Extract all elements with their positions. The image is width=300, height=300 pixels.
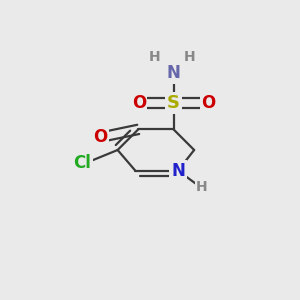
Text: N: N [171,162,185,180]
Text: N: N [167,64,181,82]
Text: H: H [196,180,207,194]
Text: O: O [93,128,108,146]
Text: Cl: Cl [73,154,91,172]
Text: H: H [184,50,196,64]
Text: O: O [201,94,215,112]
Text: H: H [148,50,160,64]
Text: S: S [167,94,180,112]
Text: O: O [132,94,146,112]
